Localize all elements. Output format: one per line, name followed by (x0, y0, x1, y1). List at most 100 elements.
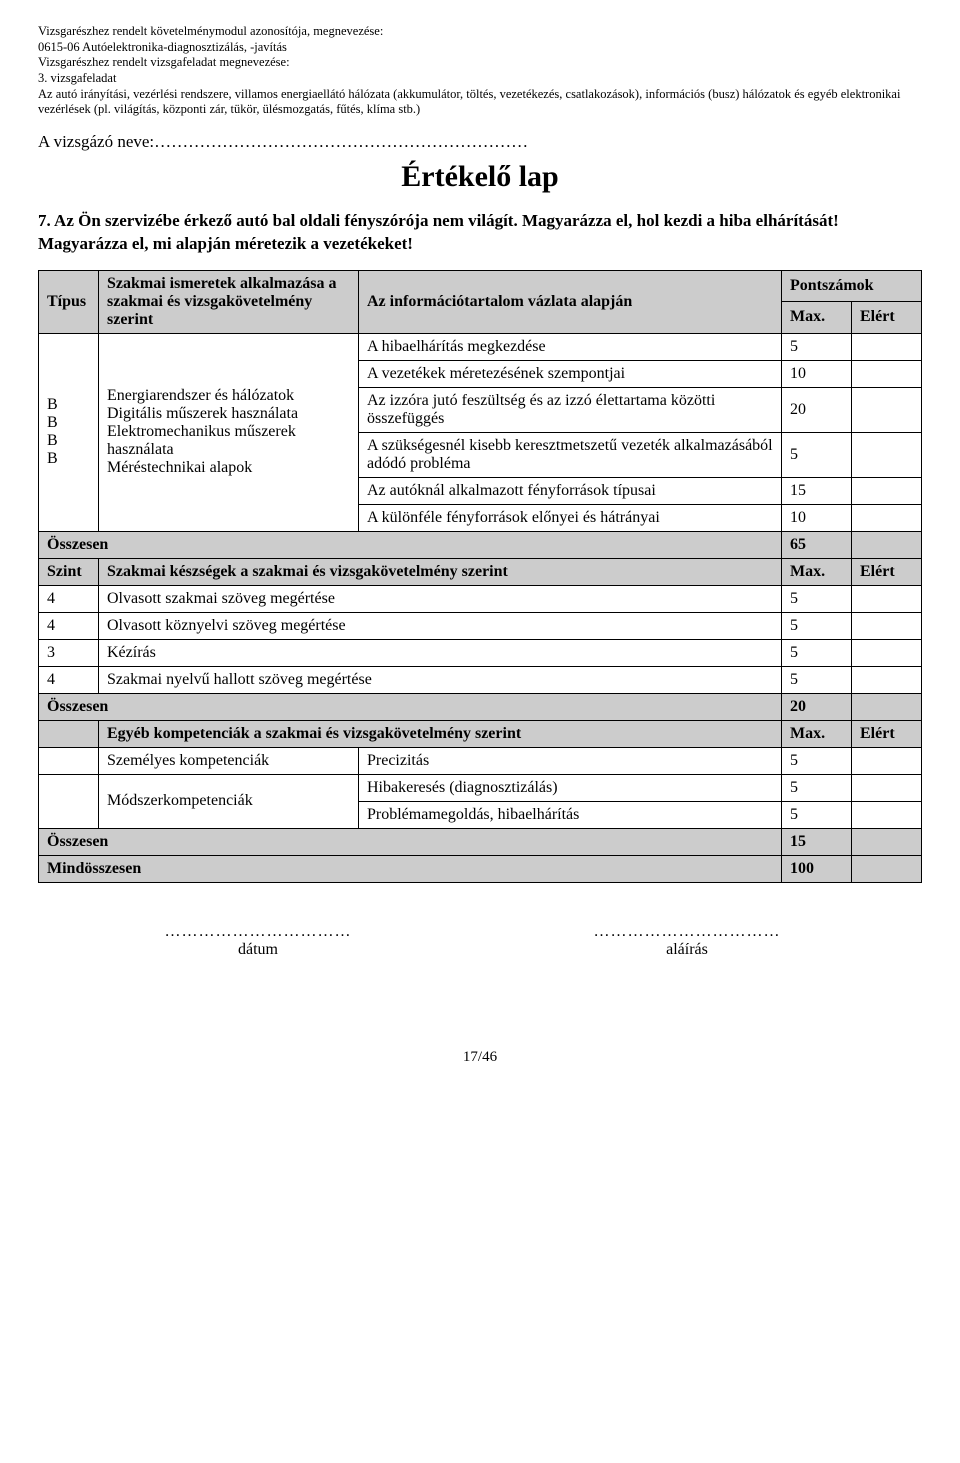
max-r1: 5 (782, 333, 852, 360)
comp2-blank (39, 774, 99, 828)
info-r3: Az izzóra jutó feszültség és az izzó éle… (359, 387, 782, 432)
comp1-max: 5 (782, 747, 852, 774)
info-r2: A vezetékek méretezésének szempontjai (359, 360, 782, 387)
szakmai-cell: Energiarendszer és hálózatok Digitális m… (99, 333, 359, 531)
skill4-elert (852, 666, 922, 693)
max-r2: 10 (782, 360, 852, 387)
col-tipus: Típus (39, 270, 99, 333)
egyeb-blank (39, 720, 99, 747)
mindossz-val: 100 (782, 855, 852, 882)
skill2-max: 5 (782, 612, 852, 639)
szakmai-l4: Méréstechnikai alapok (107, 459, 350, 477)
col-pontszamok: Pontszámok (782, 270, 922, 302)
max-r5: 15 (782, 477, 852, 504)
page-title: Értékelő lap (38, 160, 922, 194)
comp2-cat: Módszerkompetenciák (99, 774, 359, 828)
header-line-5: Az autó irányítási, vezérlési rendszere,… (38, 87, 922, 118)
header-block: Vizsgarészhez rendelt követelménymodul a… (38, 24, 922, 118)
skill2-txt: Olvasott köznyelvi szöveg megértése (99, 612, 782, 639)
comp1-cat: Személyes kompetenciák (99, 747, 359, 774)
date-label: dátum (118, 941, 398, 959)
sig-label: aláírás (547, 941, 827, 959)
skill2-lvl: 4 (39, 612, 99, 639)
osszesen3-elert (852, 828, 922, 855)
elert-r1 (852, 333, 922, 360)
signature-block: …………………………… aláírás (547, 923, 827, 959)
skill1-max: 5 (782, 585, 852, 612)
comp1-txt: Precizitás (359, 747, 782, 774)
szint-header: Szint (39, 558, 99, 585)
egyeb-header: Egyéb kompetenciák a szakmai és vizsgakö… (99, 720, 782, 747)
comp2a-elert (852, 774, 922, 801)
szakmai-l3: Elektromechanikus műszerek használata (107, 423, 350, 459)
info-r4: A szükségesnél kisebb keresztmetszetű ve… (359, 432, 782, 477)
skill2-elert (852, 612, 922, 639)
skill3-lvl: 3 (39, 639, 99, 666)
egyeb-elert-header: Elért (852, 720, 922, 747)
osszesen1-elert (852, 531, 922, 558)
signature-row: …………………………… dátum …………………………… aláírás (38, 923, 922, 959)
comp2a-max: 5 (782, 774, 852, 801)
comp2b-txt: Problémamegoldás, hibaelhárítás (359, 801, 782, 828)
elert-r4 (852, 432, 922, 477)
info-r5: Az autóknál alkalmazott fényforrások típ… (359, 477, 782, 504)
max-r4: 5 (782, 432, 852, 477)
elert-r6 (852, 504, 922, 531)
date-block: …………………………… dátum (118, 923, 398, 959)
type-b3: B (47, 432, 90, 450)
comp2b-max: 5 (782, 801, 852, 828)
osszesen2-elert (852, 693, 922, 720)
szakmai-l2: Digitális műszerek használata (107, 405, 350, 423)
header-line-2: 0615-06 Autóelektronika-diagnosztizálás,… (38, 40, 922, 56)
type-b1: B (47, 396, 90, 414)
col-elert: Elért (852, 302, 922, 334)
elert-r3 (852, 387, 922, 432)
sig-dots: …………………………… (547, 923, 827, 941)
page-number: 17/46 (38, 1049, 922, 1066)
keszsegek-header: Szakmai készségek a szakmai és vizsgaköv… (99, 558, 782, 585)
info-r1: A hibaelhárítás megkezdése (359, 333, 782, 360)
skill3-elert (852, 639, 922, 666)
max-r6: 10 (782, 504, 852, 531)
skill4-max: 5 (782, 666, 852, 693)
mindossz-elert (852, 855, 922, 882)
type-b4: B (47, 450, 90, 468)
type-cell: B B B B (39, 333, 99, 531)
mindossz-label: Mindösszesen (39, 855, 782, 882)
question-text: 7. Az Ön szervizébe érkező autó bal olda… (38, 210, 922, 256)
osszesen3-label: Összesen (39, 828, 782, 855)
evaluation-table: Típus Szakmai ismeretek alkalmazása a sz… (38, 270, 922, 883)
skill4-lvl: 4 (39, 666, 99, 693)
comp1-elert (852, 747, 922, 774)
max-r3: 20 (782, 387, 852, 432)
osszesen3-val: 15 (782, 828, 852, 855)
szakmai-l1: Energiarendszer és hálózatok (107, 387, 350, 405)
keszsegek-elert-header: Elért (852, 558, 922, 585)
elert-r5 (852, 477, 922, 504)
skill4-txt: Szakmai nyelvű hallott szöveg megértése (99, 666, 782, 693)
skill1-txt: Olvasott szakmai szöveg megértése (99, 585, 782, 612)
examinee-name-line: A vizsgázó neve:………………………………………………………… (38, 132, 922, 152)
col-szakmai: Szakmai ismeretek alkalmazása a szakmai … (99, 270, 359, 333)
osszesen1-label: Összesen (39, 531, 782, 558)
osszesen2-label: Összesen (39, 693, 782, 720)
header-line-4: 3. vizsgafeladat (38, 71, 922, 87)
info-r6: A különféle fényforrások előnyei és hátr… (359, 504, 782, 531)
skill3-txt: Kézírás (99, 639, 782, 666)
elert-r2 (852, 360, 922, 387)
header-line-3: Vizsgarészhez rendelt vizsgafeladat megn… (38, 55, 922, 71)
date-dots: …………………………… (118, 923, 398, 941)
col-max: Max. (782, 302, 852, 334)
skill1-lvl: 4 (39, 585, 99, 612)
header-line-1: Vizsgarészhez rendelt követelménymodul a… (38, 24, 922, 40)
col-info: Az információtartalom vázlata alapján (359, 270, 782, 333)
osszesen2-val: 20 (782, 693, 852, 720)
comp1-blank (39, 747, 99, 774)
type-b2: B (47, 414, 90, 432)
egyeb-max-header: Max. (782, 720, 852, 747)
skill1-elert (852, 585, 922, 612)
osszesen1-val: 65 (782, 531, 852, 558)
comp2a-txt: Hibakeresés (diagnosztizálás) (359, 774, 782, 801)
keszsegek-max-header: Max. (782, 558, 852, 585)
skill3-max: 5 (782, 639, 852, 666)
